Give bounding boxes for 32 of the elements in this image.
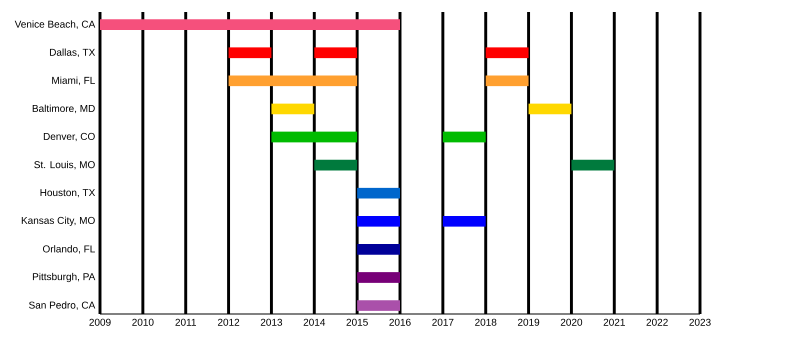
bar [100,19,400,30]
x-tick-label: 2018 [475,318,496,326]
y-tick-label: Miami, FL [52,76,95,86]
bar [357,272,400,283]
x-tick-label: 2016 [389,318,411,326]
y-tick-label: Baltimore, MD [32,104,95,114]
x-tick-label: 2012 [218,318,240,326]
x-tick-label: 2019 [518,318,540,326]
y-tick-label: St. Louis, MO [34,160,95,170]
bar [357,244,400,255]
x-tick-label: 2023 [689,318,711,326]
bar [357,300,400,311]
y-tick-label: Kansas City, MO [22,216,95,226]
x-tick-label: 2011 [175,318,196,326]
x-tick-label: 2013 [260,318,282,326]
x-tick-label: 2009 [89,318,111,326]
x-tick-label: 2022 [646,318,668,326]
x-tick-label: 2015 [346,318,368,326]
y-tick-label: Houston, TX [40,189,96,198]
x-tick-label: 2014 [304,318,326,326]
y-tick-label: Venice Beach, CA [14,20,96,29]
x-tick-label: 2021 [604,318,625,326]
bar [357,188,400,199]
x-tick-label: 2017 [432,318,454,326]
y-tick-label: Denver, CO [44,132,95,142]
y-tick-label: Pittsburgh, PA [32,272,96,282]
x-tick-label: 2020 [560,318,582,326]
y-tick-label: Dallas, TX [50,48,96,57]
y-tick-label: Orlando, FL [42,245,95,254]
y-tick-label: San Pedro, CA [29,301,96,310]
x-tick-label: 2010 [132,318,154,326]
bar [486,47,529,58]
